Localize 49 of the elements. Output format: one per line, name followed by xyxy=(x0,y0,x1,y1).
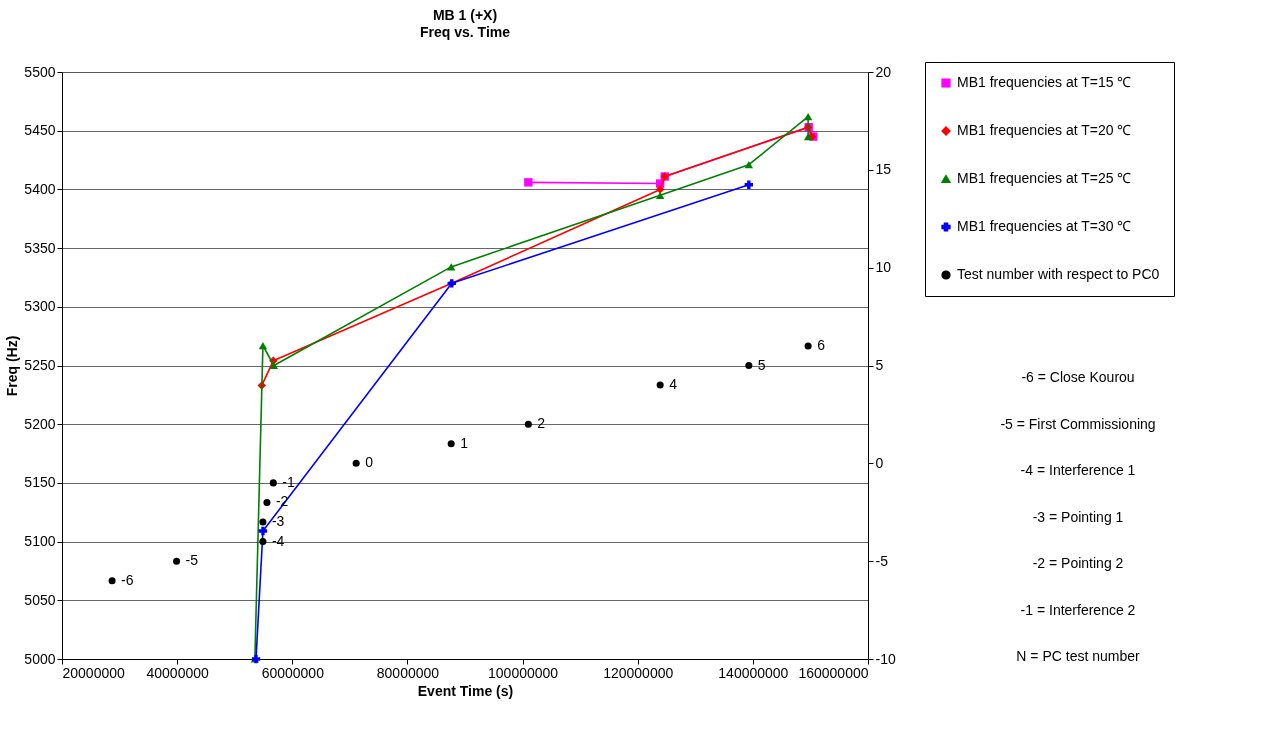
y2-tick-label: 0 xyxy=(875,454,884,471)
data-label: -6 xyxy=(121,571,134,588)
y2-tick-label: -10 xyxy=(875,650,896,667)
data-label: 0 xyxy=(365,454,374,471)
y-tick-label: 5000 xyxy=(24,650,56,667)
y-tick-label: 5300 xyxy=(24,298,56,315)
legend-label: MB1 frequencies at T=25 ℃ xyxy=(957,170,1132,186)
data-label: -3 xyxy=(271,513,285,530)
x-axis-title: Event Time (s) xyxy=(417,682,514,699)
data-label: -5 xyxy=(185,552,199,569)
legend-label: MB1 frequencies at T=20 ℃ xyxy=(957,122,1132,138)
y-tick-label: 5100 xyxy=(24,533,56,550)
data-label: 1 xyxy=(460,434,469,451)
text: -1 = Interference 2 xyxy=(1020,601,1136,618)
y2-tick-label: 5 xyxy=(875,357,884,373)
y2-tick-label: -5 xyxy=(875,552,889,569)
y2-tick-label: 15 xyxy=(875,161,892,178)
text: -2 = Pointing 2 xyxy=(1032,555,1124,571)
chart-title: MB 1 (+X) xyxy=(432,6,498,23)
data-label: 6 xyxy=(817,336,826,353)
y-tick-label: 5450 xyxy=(24,122,56,139)
text: -5 = First Commissioning xyxy=(1000,415,1156,432)
y-tick-label: 5350 xyxy=(24,239,56,256)
x-tick-label: 100000000 xyxy=(488,664,559,681)
x-tick-label: 160000000 xyxy=(798,664,869,681)
y-tick-label: 5150 xyxy=(24,474,56,491)
x-tick-label: 20000000 xyxy=(62,664,125,681)
legend-label: Test number with respect to PC0 xyxy=(957,266,1160,282)
x-tick-label: 140000000 xyxy=(718,664,789,681)
y-tick-label: 5500 xyxy=(24,63,56,80)
x-tick-label: 80000000 xyxy=(376,664,440,681)
text: -6 = Close Kourou xyxy=(1021,369,1135,385)
x-tick-label: 60000000 xyxy=(261,664,325,681)
text: N = PC test number xyxy=(1016,648,1140,664)
y-tick-label: 5050 xyxy=(24,591,56,608)
x-tick-label: 40000000 xyxy=(146,664,209,681)
data-label: 4 xyxy=(669,376,678,393)
y-tick-label: 5400 xyxy=(24,180,56,197)
x-tick-label: 120000000 xyxy=(603,664,674,681)
text: -4 = Interference 1 xyxy=(1020,462,1136,478)
y2-tick-label: 20 xyxy=(875,63,892,80)
y-axis-title: Freq (Hz) xyxy=(4,335,21,397)
legend-label: MB1 frequencies at T=30 ℃ xyxy=(957,218,1132,234)
y-tick-label: 5200 xyxy=(24,415,56,432)
chart-subtitle: Freq vs. Time xyxy=(419,23,511,40)
y-tick-label: 5250 xyxy=(24,357,56,373)
legend-label: MB1 frequencies at T=15 ℃ xyxy=(957,74,1132,90)
text: -3 = Pointing 1 xyxy=(1032,508,1124,525)
y2-tick-label: 10 xyxy=(875,259,892,276)
